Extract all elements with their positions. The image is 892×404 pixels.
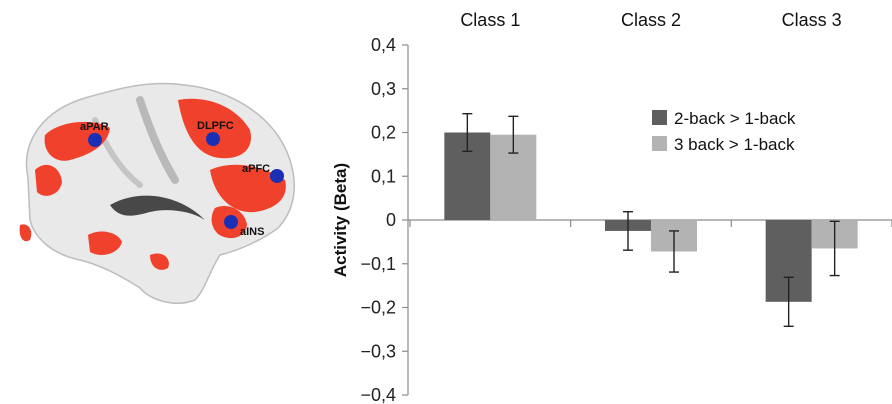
legend-label: 3 back > 1-back (674, 135, 795, 154)
bar-chart: 0,4 0,3 0,2 0,1 0 −0,1 −0,2 −0,3 −0,4 Activity (… (331, 10, 892, 404)
central-sulcus (136, 96, 179, 184)
y-axis: 0,4 0,3 0,2 0,1 0 −0,1 −0,2 −0,3 −0,4 (360, 35, 409, 404)
activation-map (19, 98, 286, 270)
sylvian-fissure (110, 195, 205, 220)
region-label-dlpfc: DLPFC (197, 120, 234, 132)
y-tick-label: −0,1 (360, 254, 396, 274)
bars (444, 132, 858, 302)
legend-swatch (652, 110, 667, 125)
y-tick-label: 0 (386, 210, 396, 230)
region-marker-apar: aPAR (80, 121, 109, 147)
y-axis-title: Activity (Beta) (331, 163, 350, 277)
region-marker-apfc: aPFC (242, 163, 284, 183)
category-labels: Class 1 Class 2 Class 3 (460, 10, 841, 30)
category-label: Class 3 (782, 10, 842, 30)
legend-label: 2-back > 1-back (674, 109, 796, 128)
y-tick-label: 0,2 (371, 123, 396, 143)
legend-swatch (652, 136, 667, 151)
region-label-apar: aPAR (80, 121, 109, 133)
y-tick-label: −0,3 (360, 341, 396, 361)
region-label-ains: aINS (240, 226, 264, 238)
region-label-apfc: aPFC (242, 163, 270, 175)
region-marker-dlpfc: DLPFC (197, 120, 234, 146)
legend: 2-back > 1-back 3 back > 1-back (652, 109, 796, 154)
y-tick-label: 0,4 (371, 35, 396, 55)
y-tick-label: −0,2 (360, 298, 396, 318)
y-tick-label: 0,3 (371, 79, 396, 99)
brain-surface-image: aPAR DLPFC aPFC aINS (19, 82, 295, 304)
region-marker-ains: aINS (224, 215, 264, 238)
category-label: Class 1 (460, 10, 520, 30)
category-label: Class 2 (621, 10, 681, 30)
y-tick-label: −0,4 (360, 385, 396, 404)
y-tick-label: 0,1 (371, 166, 396, 186)
error-bars (462, 112, 840, 328)
